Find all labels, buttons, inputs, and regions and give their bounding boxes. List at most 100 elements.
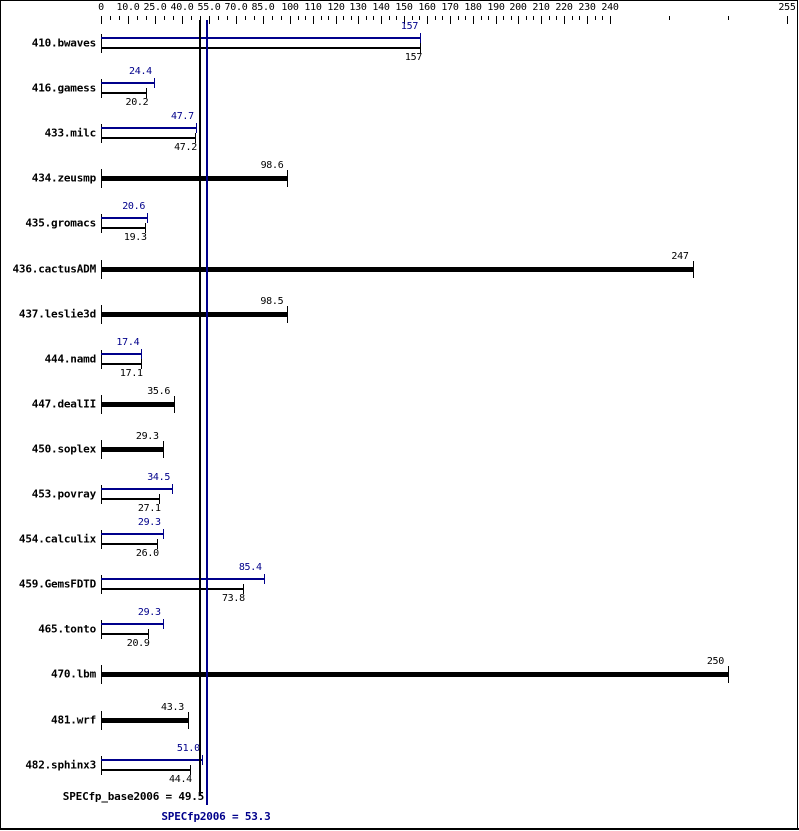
x-axis-minor-tick [164,16,165,20]
benchmark-name: 470.lbm [51,667,96,681]
bar-peak-cap [201,754,203,765]
x-axis-tick [404,16,405,24]
benchmark-name: 434.zeusmp [31,171,96,185]
bar-base-cap [287,170,289,188]
x-axis-minor-tick [396,16,398,20]
x-axis-tick [313,16,314,24]
bar-base-cap [189,764,191,775]
x-axis-minor-tick [119,16,120,20]
bar-base [101,717,188,723]
x-axis-minor-tick [320,16,322,20]
bar-base [101,362,141,365]
benchmark-name: 444.namd [44,352,97,366]
x-axis-tick-label: 85.0 [251,2,275,13]
reference-line-specfp_base2006 [199,20,202,795]
x-axis-minor-tick [218,16,219,20]
benchmark-name: 437.leslie3d [18,307,96,321]
bar-peak-cap [162,529,164,540]
x-axis-tick-label: 230 [578,2,596,13]
bar-base-cap [692,260,694,278]
x-axis-minor-tick [548,16,550,20]
benchmark-name: 436.cactusADM [12,262,97,275]
x-axis-tick-label: 100 [281,2,299,13]
benchmark-name: 481.wrf [51,713,96,726]
x-axis-minor-tick [571,16,573,20]
x-axis-minor-tick [305,16,307,20]
x-axis-tick [427,16,428,24]
bar-base-value: 17.1 [119,367,143,379]
x-axis-tick [155,16,156,24]
bar-base [101,227,145,230]
x-axis-minor-tick [297,16,299,20]
bar-peak [101,758,202,761]
bar-base [101,446,163,452]
x-axis-tick-label: 180 [464,2,482,13]
x-axis-tick [610,16,611,24]
bar-base [101,311,288,317]
row-origin-tick [101,214,102,234]
x-axis-tick [182,16,183,24]
x-axis-minor-tick [728,16,729,20]
x-axis-tick [336,16,337,24]
bar-base-value: 47.2 [174,142,197,154]
x-axis-minor-tick [510,16,512,20]
x-axis-minor-tick [173,16,174,20]
bar-base [101,92,147,95]
benchmark-name: 433.milc [44,126,97,140]
x-axis-tick-label: 110 [304,2,322,13]
x-axis-minor-tick [419,16,421,20]
x-axis-minor-tick [480,16,482,20]
x-axis-tick-label: 140 [372,2,390,13]
x-axis-tick [564,16,565,24]
x-axis-tick [209,16,210,24]
x-axis-minor-tick [434,16,436,20]
x-axis-minor-tick [411,16,413,20]
bar-peak-value: 85.4 [238,562,262,574]
bar-base-cap [146,88,148,99]
bar-base [101,266,693,272]
row-origin-tick [101,485,102,504]
x-axis-minor-tick [146,16,147,20]
bar-base-value: 20.2 [125,97,149,109]
x-axis-minor-tick [594,16,596,20]
x-axis-tick-label: 120 [327,2,345,13]
bar-peak-value: 47.7 [170,111,194,123]
bar-base-cap [194,133,196,144]
row-origin-tick [101,349,102,369]
bar-base-cap [144,223,146,234]
bar-peak-value: 20.6 [122,201,146,213]
x-axis-tick [236,16,237,24]
x-axis-tick [290,16,291,24]
bar-base [101,137,195,140]
benchmark-name: 447.dealII [31,397,96,411]
x-axis-minor-tick [272,16,273,20]
benchmark-name: 450.soplex [31,442,96,456]
bar-base-value: 44.4 [169,773,192,785]
x-axis-tick-label: 220 [555,2,573,13]
bar-peak-value: 51.0 [176,742,200,754]
bar-base [101,588,243,591]
bar-peak [101,82,154,85]
x-axis-minor-tick [110,16,111,20]
x-axis-minor-tick [669,16,670,20]
bar-peak-cap [420,33,422,43]
x-axis-tick-label: 200 [509,2,527,13]
x-axis-tick [101,16,102,24]
bar-base-value: 98.6 [260,160,284,172]
bar-peak-cap [263,574,265,585]
bar-base-value: 19.3 [123,232,147,244]
bar-base [101,672,728,678]
bar-peak [101,488,173,490]
x-axis-tick [541,16,542,24]
bar-peak-value: 157 [400,21,419,32]
bar-peak [101,127,196,130]
bar-base-cap [187,711,189,729]
x-axis-minor-tick [328,16,330,20]
bar-base-value: 29.3 [135,430,159,442]
x-axis-tick-label: 55.0 [197,2,221,13]
benchmark-name: 453.povray [31,487,96,501]
row-origin-tick [101,79,102,99]
x-axis-tick-label: 160 [418,2,436,13]
